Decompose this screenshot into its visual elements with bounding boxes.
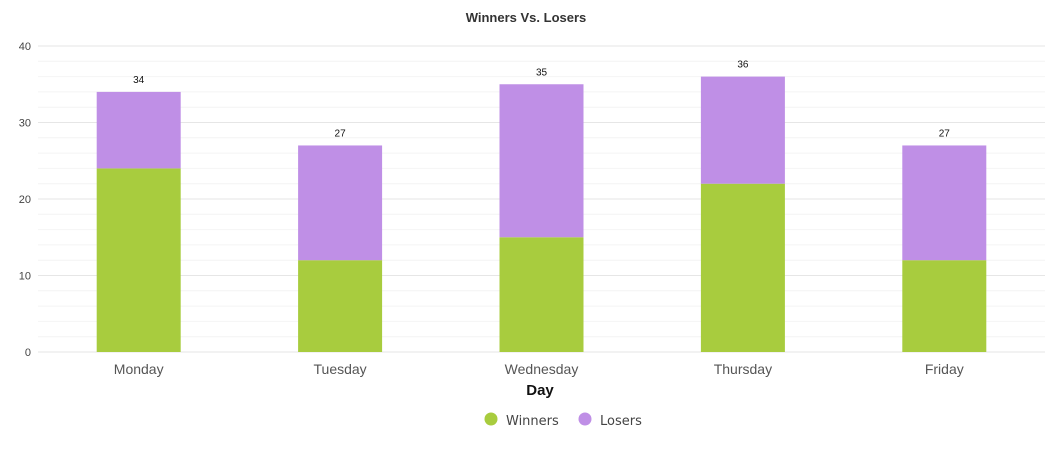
x-axis: Monday Tuesday Wednesday Thursday Friday [114,361,964,377]
x-tick-label: Monday [114,361,164,377]
total-label: 36 [737,60,749,71]
y-tick-label: 20 [19,194,31,206]
bars [96,76,987,352]
legend-item-winners[interactable]: Winners [484,412,560,430]
legend-label: Winners [506,414,559,429]
y-tick-label: 0 [25,347,31,359]
bar-losers-friday[interactable] [902,145,987,261]
total-label: 34 [133,75,145,86]
legend-marker [484,412,498,426]
legend-item-losers[interactable]: Losers [578,412,643,430]
y-tick-label: 40 [19,41,31,53]
bar-winners-tuesday[interactable] [298,260,383,352]
x-tick-label: Friday [925,361,964,377]
x-tick-label: Thursday [714,361,772,377]
total-label: 27 [939,128,951,139]
bar-winners-friday[interactable] [902,260,987,352]
y-axis: 0 10 20 30 40 [19,41,31,359]
bar-winners-monday[interactable] [96,168,181,352]
data-labels: 34 27 35 36 27 [133,60,950,140]
bar-winners-wednesday[interactable] [499,237,584,352]
y-tick-label: 30 [19,118,31,130]
total-label: 35 [536,67,548,78]
bar-winners-thursday[interactable] [700,183,785,352]
y-tick-label: 10 [19,271,31,283]
chart-title: Winners Vs. Losers [466,10,587,25]
x-tick-label: Wednesday [505,361,579,377]
total-label: 27 [335,128,347,139]
bar-losers-wednesday[interactable] [499,84,584,238]
x-axis-title: Day [526,382,554,399]
x-tick-label: Tuesday [314,361,367,377]
legend-label: Losers [600,414,642,429]
bar-losers-monday[interactable] [96,91,181,169]
legend-marker [578,412,592,426]
bar-losers-thursday[interactable] [700,76,785,184]
bar-losers-tuesday[interactable] [298,145,383,261]
legend: Winners Losers [484,412,643,430]
